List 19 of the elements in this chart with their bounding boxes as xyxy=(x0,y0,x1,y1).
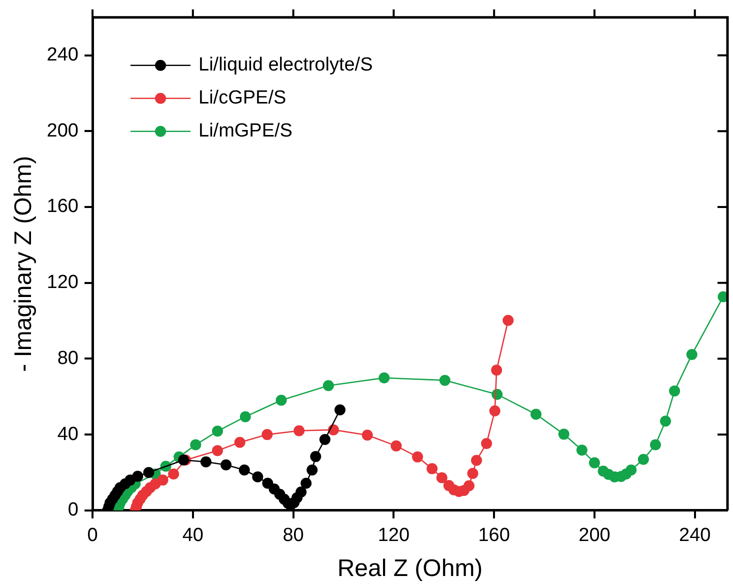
x-tick-label: 160 xyxy=(478,525,510,546)
x-tick-label: 240 xyxy=(679,525,711,546)
x-tick-label: 120 xyxy=(378,525,410,546)
y-tick-label: 240 xyxy=(46,44,78,66)
y-tick-label: 200 xyxy=(46,120,78,142)
legend-label: Li/cGPE/S xyxy=(198,88,286,109)
x-axis-title: Real Z (Ohm) xyxy=(337,555,483,582)
y-tick-label: 80 xyxy=(57,348,78,369)
y-tick-label: 0 xyxy=(68,500,78,521)
x-tick-label: 0 xyxy=(87,525,98,546)
legend-label: Li/liquid electrolyte/S xyxy=(198,54,373,76)
x-tick-label: 200 xyxy=(578,525,610,546)
y-axis-title: - Imaginary Z (Ohm) xyxy=(10,156,38,372)
y-tick-label: 120 xyxy=(46,272,78,294)
y-tick-label: 160 xyxy=(46,196,78,218)
legend-label: Li/mGPE/S xyxy=(198,120,292,142)
x-tick-label: 40 xyxy=(182,525,204,546)
x-tick-label: 80 xyxy=(282,525,304,546)
y-tick-label: 40 xyxy=(57,424,78,445)
